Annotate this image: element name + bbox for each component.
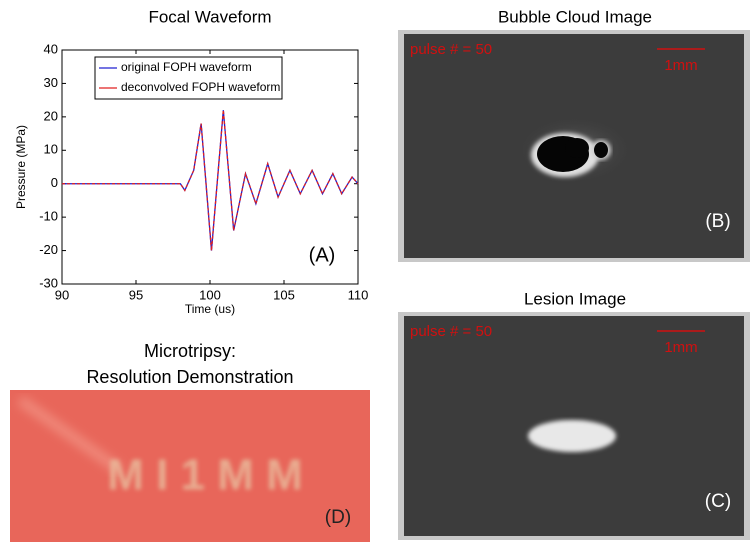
- photo: [10, 390, 370, 542]
- photo-text: M I 1 M M: [107, 451, 303, 500]
- panel-title: Resolution Demonstration: [86, 367, 293, 387]
- pulse-label: pulse # = 50: [410, 323, 492, 340]
- panel-title: Lesion Image: [524, 289, 626, 308]
- y-tick-label: -10: [39, 209, 58, 224]
- bubble: [565, 138, 589, 158]
- x-tick-label: 90: [55, 287, 69, 302]
- pulse-label: pulse # = 50: [410, 41, 492, 58]
- y-tick-label: -20: [39, 242, 58, 257]
- panel-title: Microtripsy:: [144, 341, 236, 361]
- y-tick-label: 20: [44, 108, 58, 123]
- chart-title: Focal Waveform: [148, 7, 271, 26]
- y-tick-label: 10: [44, 142, 58, 157]
- scale-label: 1mm: [664, 339, 697, 356]
- y-axis-label: Pressure (MPa): [14, 125, 28, 209]
- x-tick-label: 110: [348, 287, 369, 302]
- x-tick-label: 95: [129, 287, 143, 302]
- panel-label: (B): [705, 211, 730, 232]
- legend-label: deconvolved FOPH waveform: [121, 80, 280, 94]
- annotation: (A): [309, 244, 336, 266]
- bubble: [594, 142, 608, 158]
- legend-box: [94, 56, 283, 100]
- panel-label: (D): [325, 507, 351, 528]
- y-tick-label: -30: [39, 275, 58, 290]
- scale-label: 1mm: [664, 57, 697, 74]
- y-tick-label: 30: [44, 75, 58, 90]
- x-tick-label: 100: [199, 287, 221, 302]
- y-tick-label: 0: [51, 175, 58, 190]
- legend-label: original FOPH waveform: [121, 60, 252, 74]
- x-tick-label: 105: [273, 287, 295, 302]
- x-axis-label: Time (us): [185, 302, 235, 316]
- lesion: [528, 420, 616, 452]
- panel-label: (C): [705, 491, 731, 512]
- series-line: [62, 110, 359, 251]
- y-tick-label: 40: [44, 41, 58, 56]
- panel-title: Bubble Cloud Image: [498, 7, 652, 26]
- photo-streak: [17, 395, 123, 475]
